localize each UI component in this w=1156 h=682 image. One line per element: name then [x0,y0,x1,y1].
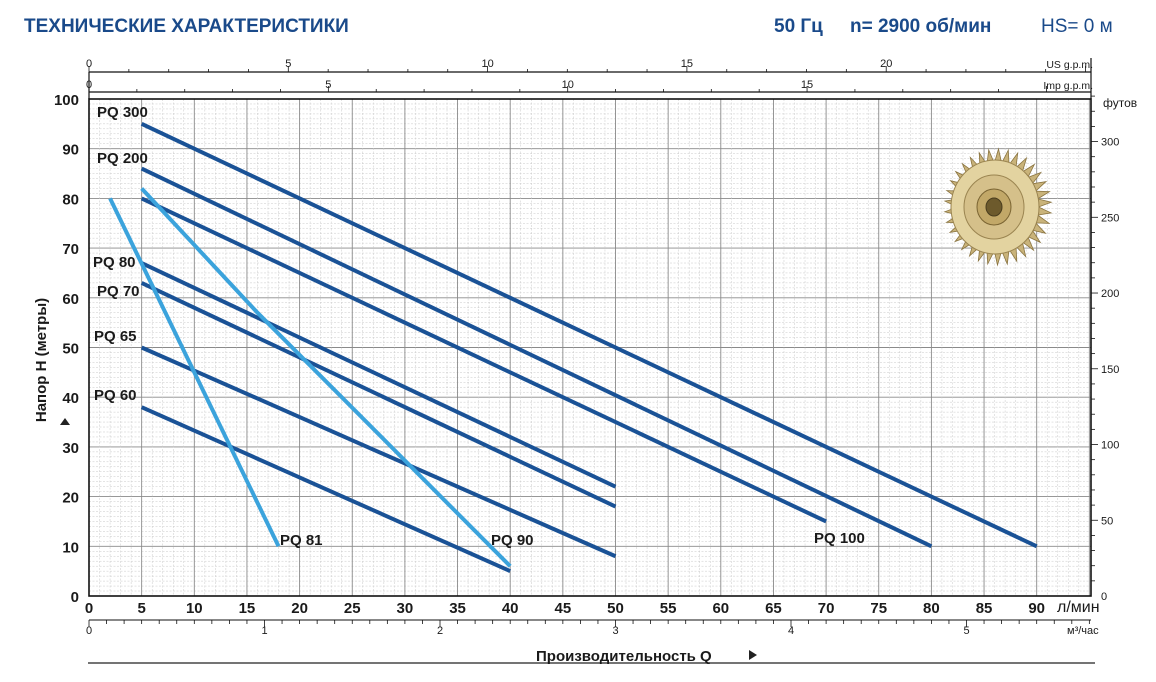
x-tick-label: 75 [870,600,887,617]
series-line-pq-300 [140,122,1038,549]
plot-frame [88,98,1092,597]
y-tick-label: 80 [62,191,79,208]
footer: Производительность Q [88,648,1095,665]
y-tick-label: 70 [62,241,79,258]
imp-gpm-unit: Imp g.p.m. [1043,80,1093,92]
suction-height-label: HS= 0 м [1041,16,1113,37]
series-line-pq-100 [140,196,827,524]
series-line-pq-81 [108,197,281,548]
feet-tick-label: 50 [1101,515,1113,527]
x-tick-label: 15 [239,600,256,617]
x-tick-label: 10 [186,600,203,617]
series-label-pq-81: PQ 81 [280,532,323,549]
us-gpm-tick-label: 10 [481,58,493,70]
y-axis-title: Напор H (метры) [33,298,50,422]
feet-tick-label: 0 [1101,591,1107,603]
m3h-tick-label: 4 [788,625,794,637]
m3h-tick-label: 0 [86,625,92,637]
series-line-pq-70 [140,281,617,509]
x-tick-label: 5 [137,600,145,617]
impeller-bore [985,197,1003,217]
speed-label: n= 2900 об/мин [850,16,991,37]
y-tick-label: 40 [62,390,79,407]
y-tick-label: 20 [62,490,79,507]
axes: 0 5 10 15 20 US g.p.m.0 5 10 15 Imp g.p.m.0102030… [33,58,1137,637]
x-tick-label: 50 [607,600,624,617]
feet-tick-label: 250 [1101,212,1119,224]
feet-tick-label: 100 [1101,440,1119,452]
imp-gpm-tick-label: 15 [801,79,813,91]
x-tick-label: 0 [85,600,93,617]
right-arrow-icon [749,650,757,660]
m3h-unit: м³/час [1067,625,1099,637]
series-line-pq-60 [140,405,512,573]
series-line-pq-90 [140,187,512,568]
y-tick-label: 100 [54,92,79,109]
y-tick-label: 90 [62,142,79,159]
us-gpm-tick-label: 15 [681,58,693,70]
series-label-pq-90: PQ 90 [491,532,534,549]
x-tick-label: 45 [555,600,572,617]
x-tick-label: 80 [923,600,940,617]
x-tick-label: 85 [976,600,993,617]
series-label-pq-80: PQ 80 [93,254,136,271]
feet-tick-label: 300 [1101,137,1119,149]
x-axis-title: Производительность Q [536,648,712,665]
series-line-pq-200 [140,166,933,549]
page-title: ТЕХНИЧЕСКИЕ ХАРАКТЕРИСТИКИ [24,16,349,37]
x-tick-label: 25 [344,600,361,617]
series-lines [108,122,1038,573]
m3h-tick-label: 5 [963,625,969,637]
header: ТЕХНИЧЕСКИЕ ХАРАКТЕРИСТИКИ 50 Гц n= 2900… [24,16,1113,37]
x-tick-label: 20 [291,600,308,617]
feet-tick-label: 200 [1101,288,1119,300]
us-gpm-tick-label: 0 [86,58,92,70]
x-tick-label: 30 [397,600,414,617]
us-gpm-unit: US g.p.m. [1046,59,1093,71]
x-tick-label: 40 [502,600,519,617]
m3h-tick-label: 1 [261,625,267,637]
y-tick-label: 60 [62,291,79,308]
series-line-pq-65 [140,345,617,559]
frequency-label: 50 Гц [774,16,823,37]
imp-gpm-tick-label: 10 [562,79,574,91]
feet-unit: футов [1103,96,1137,110]
series-label-pq-300: PQ 300 [97,104,148,121]
series-label-pq-60: PQ 60 [94,387,137,404]
series-label-pq-100: PQ 100 [814,530,865,547]
y-tick-label: 50 [62,341,79,358]
us-gpm-tick-label: 20 [880,58,892,70]
x-tick-label: 70 [818,600,835,617]
m3h-tick-label: 3 [612,625,618,637]
impeller-image [943,147,1053,267]
x-tick-label: 90 [1028,600,1045,617]
up-arrow-icon [60,418,70,425]
y-tick-label: 10 [62,539,79,556]
grid [88,98,1092,597]
x-tick-label: 65 [765,600,782,617]
x-tick-label: 35 [449,600,466,617]
series-line-pq-80 [140,261,617,489]
series-label-pq-200: PQ 200 [97,150,148,167]
m3h-tick-label: 2 [437,625,443,637]
feet-tick-label: 150 [1101,364,1119,376]
x-tick-label: 55 [660,600,677,617]
imp-gpm-tick-label: 5 [325,79,331,91]
y-tick-label: 30 [62,440,79,457]
us-gpm-tick-label: 5 [285,58,291,70]
y-tick-label: 0 [71,589,79,606]
series-label-pq-70: PQ 70 [97,283,140,300]
series-label-pq-65: PQ 65 [94,328,137,345]
x-tick-label: 60 [712,600,729,617]
imp-gpm-tick-label: 0 [86,79,92,91]
x-unit-label: л/мин [1057,599,1100,616]
series-labels: PQ 300 PQ 200 PQ 100 PQ 80 PQ 70 PQ 65 PQ 60 PQ… [93,104,865,549]
